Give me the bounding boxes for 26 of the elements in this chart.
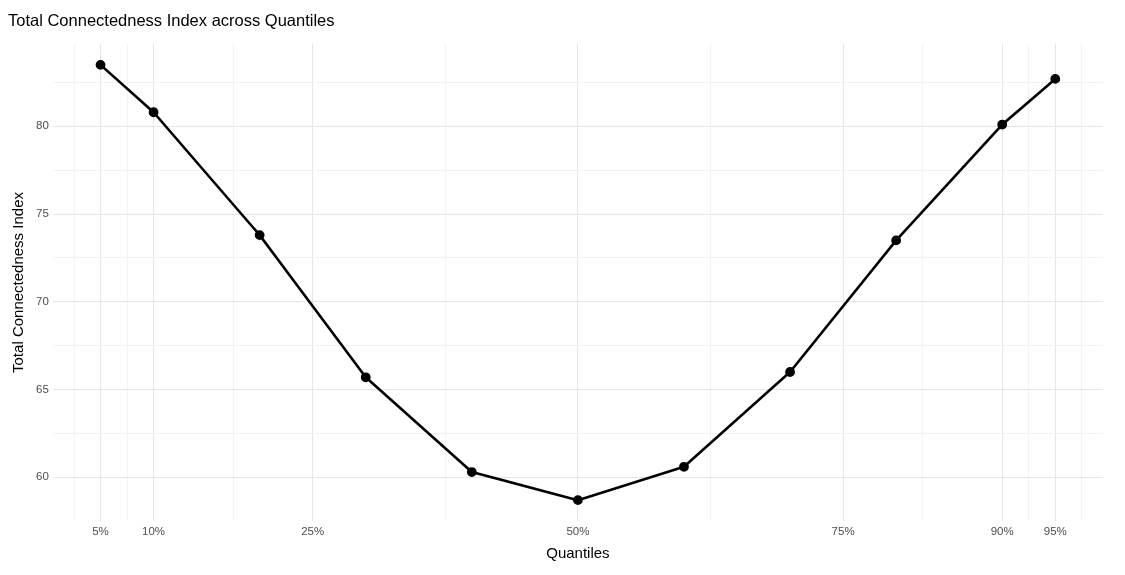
point	[148, 107, 159, 118]
y-axis-title: Total Connectedness Index	[9, 191, 27, 373]
point	[466, 467, 477, 477]
x-tick-label: 50%	[566, 525, 590, 538]
point	[95, 59, 106, 70]
point	[785, 367, 795, 377]
x-tick-label: 10%	[142, 525, 166, 538]
point	[679, 461, 689, 472]
y-tick-label: 80	[35, 119, 49, 132]
point	[573, 495, 583, 506]
y-tick-label: 65	[35, 382, 49, 395]
point	[997, 119, 1008, 130]
x-tick-label: 95%	[1043, 525, 1067, 538]
chart-title: Total Connectedness Index across Quantiles	[8, 11, 335, 30]
x-tick-label: 25%	[301, 525, 325, 538]
y-tick-label: 75	[35, 207, 49, 220]
point	[254, 230, 265, 241]
point	[1050, 74, 1061, 84]
y-tick-label: 60	[35, 470, 49, 483]
point	[360, 372, 371, 383]
point	[891, 235, 902, 246]
x-axis-title: Quantiles	[546, 544, 610, 562]
x-tick-label: 90%	[990, 525, 1014, 538]
x-tick-label: 5%	[92, 525, 109, 538]
y-tick-label: 70	[35, 294, 49, 307]
x-tick-label: 75%	[831, 525, 855, 538]
